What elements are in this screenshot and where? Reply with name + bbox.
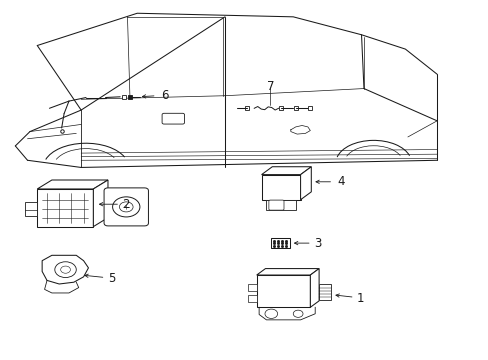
FancyBboxPatch shape bbox=[25, 202, 37, 216]
Text: 4: 4 bbox=[336, 175, 344, 188]
Polygon shape bbox=[300, 167, 311, 200]
Circle shape bbox=[55, 262, 76, 278]
Text: 6: 6 bbox=[160, 89, 168, 102]
FancyBboxPatch shape bbox=[247, 284, 256, 291]
Polygon shape bbox=[256, 275, 310, 307]
Polygon shape bbox=[310, 269, 319, 307]
Polygon shape bbox=[42, 255, 88, 284]
FancyBboxPatch shape bbox=[162, 113, 184, 124]
Polygon shape bbox=[261, 167, 311, 175]
FancyBboxPatch shape bbox=[268, 200, 284, 210]
Circle shape bbox=[293, 310, 303, 318]
Circle shape bbox=[61, 266, 70, 273]
FancyBboxPatch shape bbox=[266, 200, 295, 211]
FancyBboxPatch shape bbox=[247, 295, 256, 302]
Text: 7: 7 bbox=[267, 80, 274, 93]
Polygon shape bbox=[93, 180, 108, 226]
Polygon shape bbox=[271, 238, 289, 248]
Circle shape bbox=[119, 202, 133, 212]
FancyBboxPatch shape bbox=[319, 284, 330, 300]
Circle shape bbox=[264, 309, 277, 319]
Circle shape bbox=[112, 197, 140, 217]
Text: 5: 5 bbox=[108, 272, 115, 285]
Polygon shape bbox=[37, 189, 93, 226]
Polygon shape bbox=[256, 269, 319, 275]
Polygon shape bbox=[261, 175, 300, 200]
Polygon shape bbox=[37, 180, 108, 189]
Text: 2: 2 bbox=[122, 198, 130, 211]
Text: 3: 3 bbox=[314, 237, 321, 249]
FancyBboxPatch shape bbox=[104, 188, 148, 226]
Text: 1: 1 bbox=[356, 292, 364, 305]
